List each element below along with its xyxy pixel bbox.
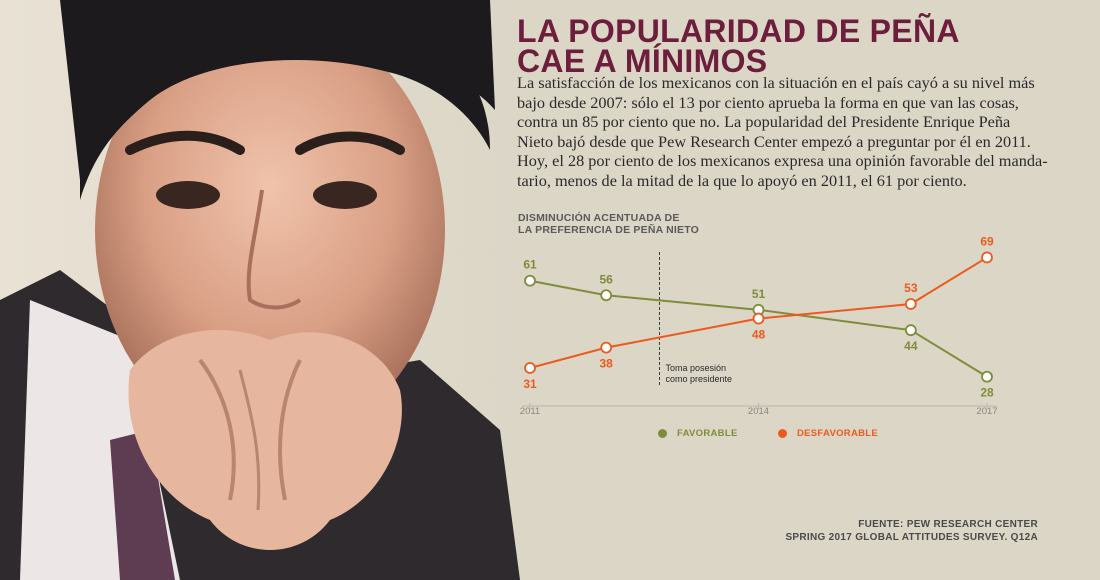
x-tick-label: 2017	[976, 406, 997, 417]
headline-line-1: LA POPULARIDAD DE PEÑA	[517, 13, 960, 49]
source-line-1: FUENTE: PEW RESEARCH CENTER	[858, 519, 1038, 530]
legend-favorable-label: FAVORABLE	[677, 428, 738, 439]
favorable-data-label: 28	[980, 386, 994, 400]
desfavorable-data-point	[524, 362, 536, 374]
chart-title-line-1: DISMINUCIÓN ACENTUADA DE	[518, 212, 680, 224]
favorable-data-point	[904, 324, 917, 337]
favorable-data-label: 56	[599, 272, 613, 286]
annotation-label: Toma posesión	[665, 363, 726, 373]
desfavorable-data-point	[904, 298, 917, 310]
desfavorable-data-point	[752, 312, 765, 325]
lede-paragraph: La satisfacción de los mexicanos con la …	[517, 73, 1089, 191]
x-tick-label: 2014	[748, 406, 769, 417]
favorable-data-label: 44	[904, 339, 918, 353]
legend-favorable-swatch	[658, 429, 667, 438]
lede-line: La satisfacción de los mexicanos con la …	[517, 73, 1035, 92]
desfavorable-data-label: 48	[752, 328, 766, 342]
desfavorable-data-label: 38	[599, 357, 613, 371]
lede-line: Nieto bajó desde que Pew Research Center…	[517, 131, 1031, 151]
legend-desfavorable: DESFAVORABLE	[778, 428, 878, 439]
desfavorable-data-point	[981, 251, 993, 264]
chart-title: DISMINUCIÓN ACENTUADA DE LA PREFERENCIA …	[518, 212, 778, 236]
favorable-data-point	[524, 274, 536, 287]
source-note: FUENTE: PEW RESEARCH CENTER SPRING 2017 …	[785, 518, 1038, 544]
source-line-2: SPRING 2017 GLOBAL ATTITUDES SURVEY. Q12…	[785, 532, 1038, 543]
favorable-data-point	[981, 370, 993, 383]
portrait-photo	[0, 0, 520, 580]
desfavorable-data-label: 69	[980, 234, 994, 248]
legend-desfavorable-swatch	[778, 429, 787, 438]
lede-line: tario, menos de la mitad de la que lo ap…	[517, 170, 967, 190]
x-tick-label: 2011	[520, 406, 540, 417]
chart-title-line-2: LA PREFERENCIA DE PEÑA NIETO	[518, 224, 700, 236]
desfavorable-data-label: 53	[904, 281, 918, 295]
legend-favorable: FAVORABLE	[658, 428, 738, 439]
desfavorable-data-label: 31	[523, 377, 537, 391]
desfavorable-data-point	[600, 341, 613, 354]
annotation-label: como presidente	[665, 374, 732, 384]
lede-line: bajo desde 2007: sólo el 13 por ciento a…	[517, 92, 1019, 112]
headline: LA POPULARIDAD DE PEÑA CAE A MÍNIMOS	[517, 13, 1077, 79]
favorable-data-point	[600, 289, 613, 302]
lede-line: Hoy, el 28 por ciento de los mexicanos e…	[517, 151, 1048, 171]
headline-line-2: CAE A MÍNIMOS	[517, 43, 768, 79]
legend-desfavorable-label: DESFAVORABLE	[797, 428, 879, 439]
lede-line: contra un 85 por ciento que no. La popul…	[517, 112, 1011, 132]
favorable-data-label: 51	[752, 287, 766, 301]
favorable-data-label: 61	[523, 258, 537, 272]
